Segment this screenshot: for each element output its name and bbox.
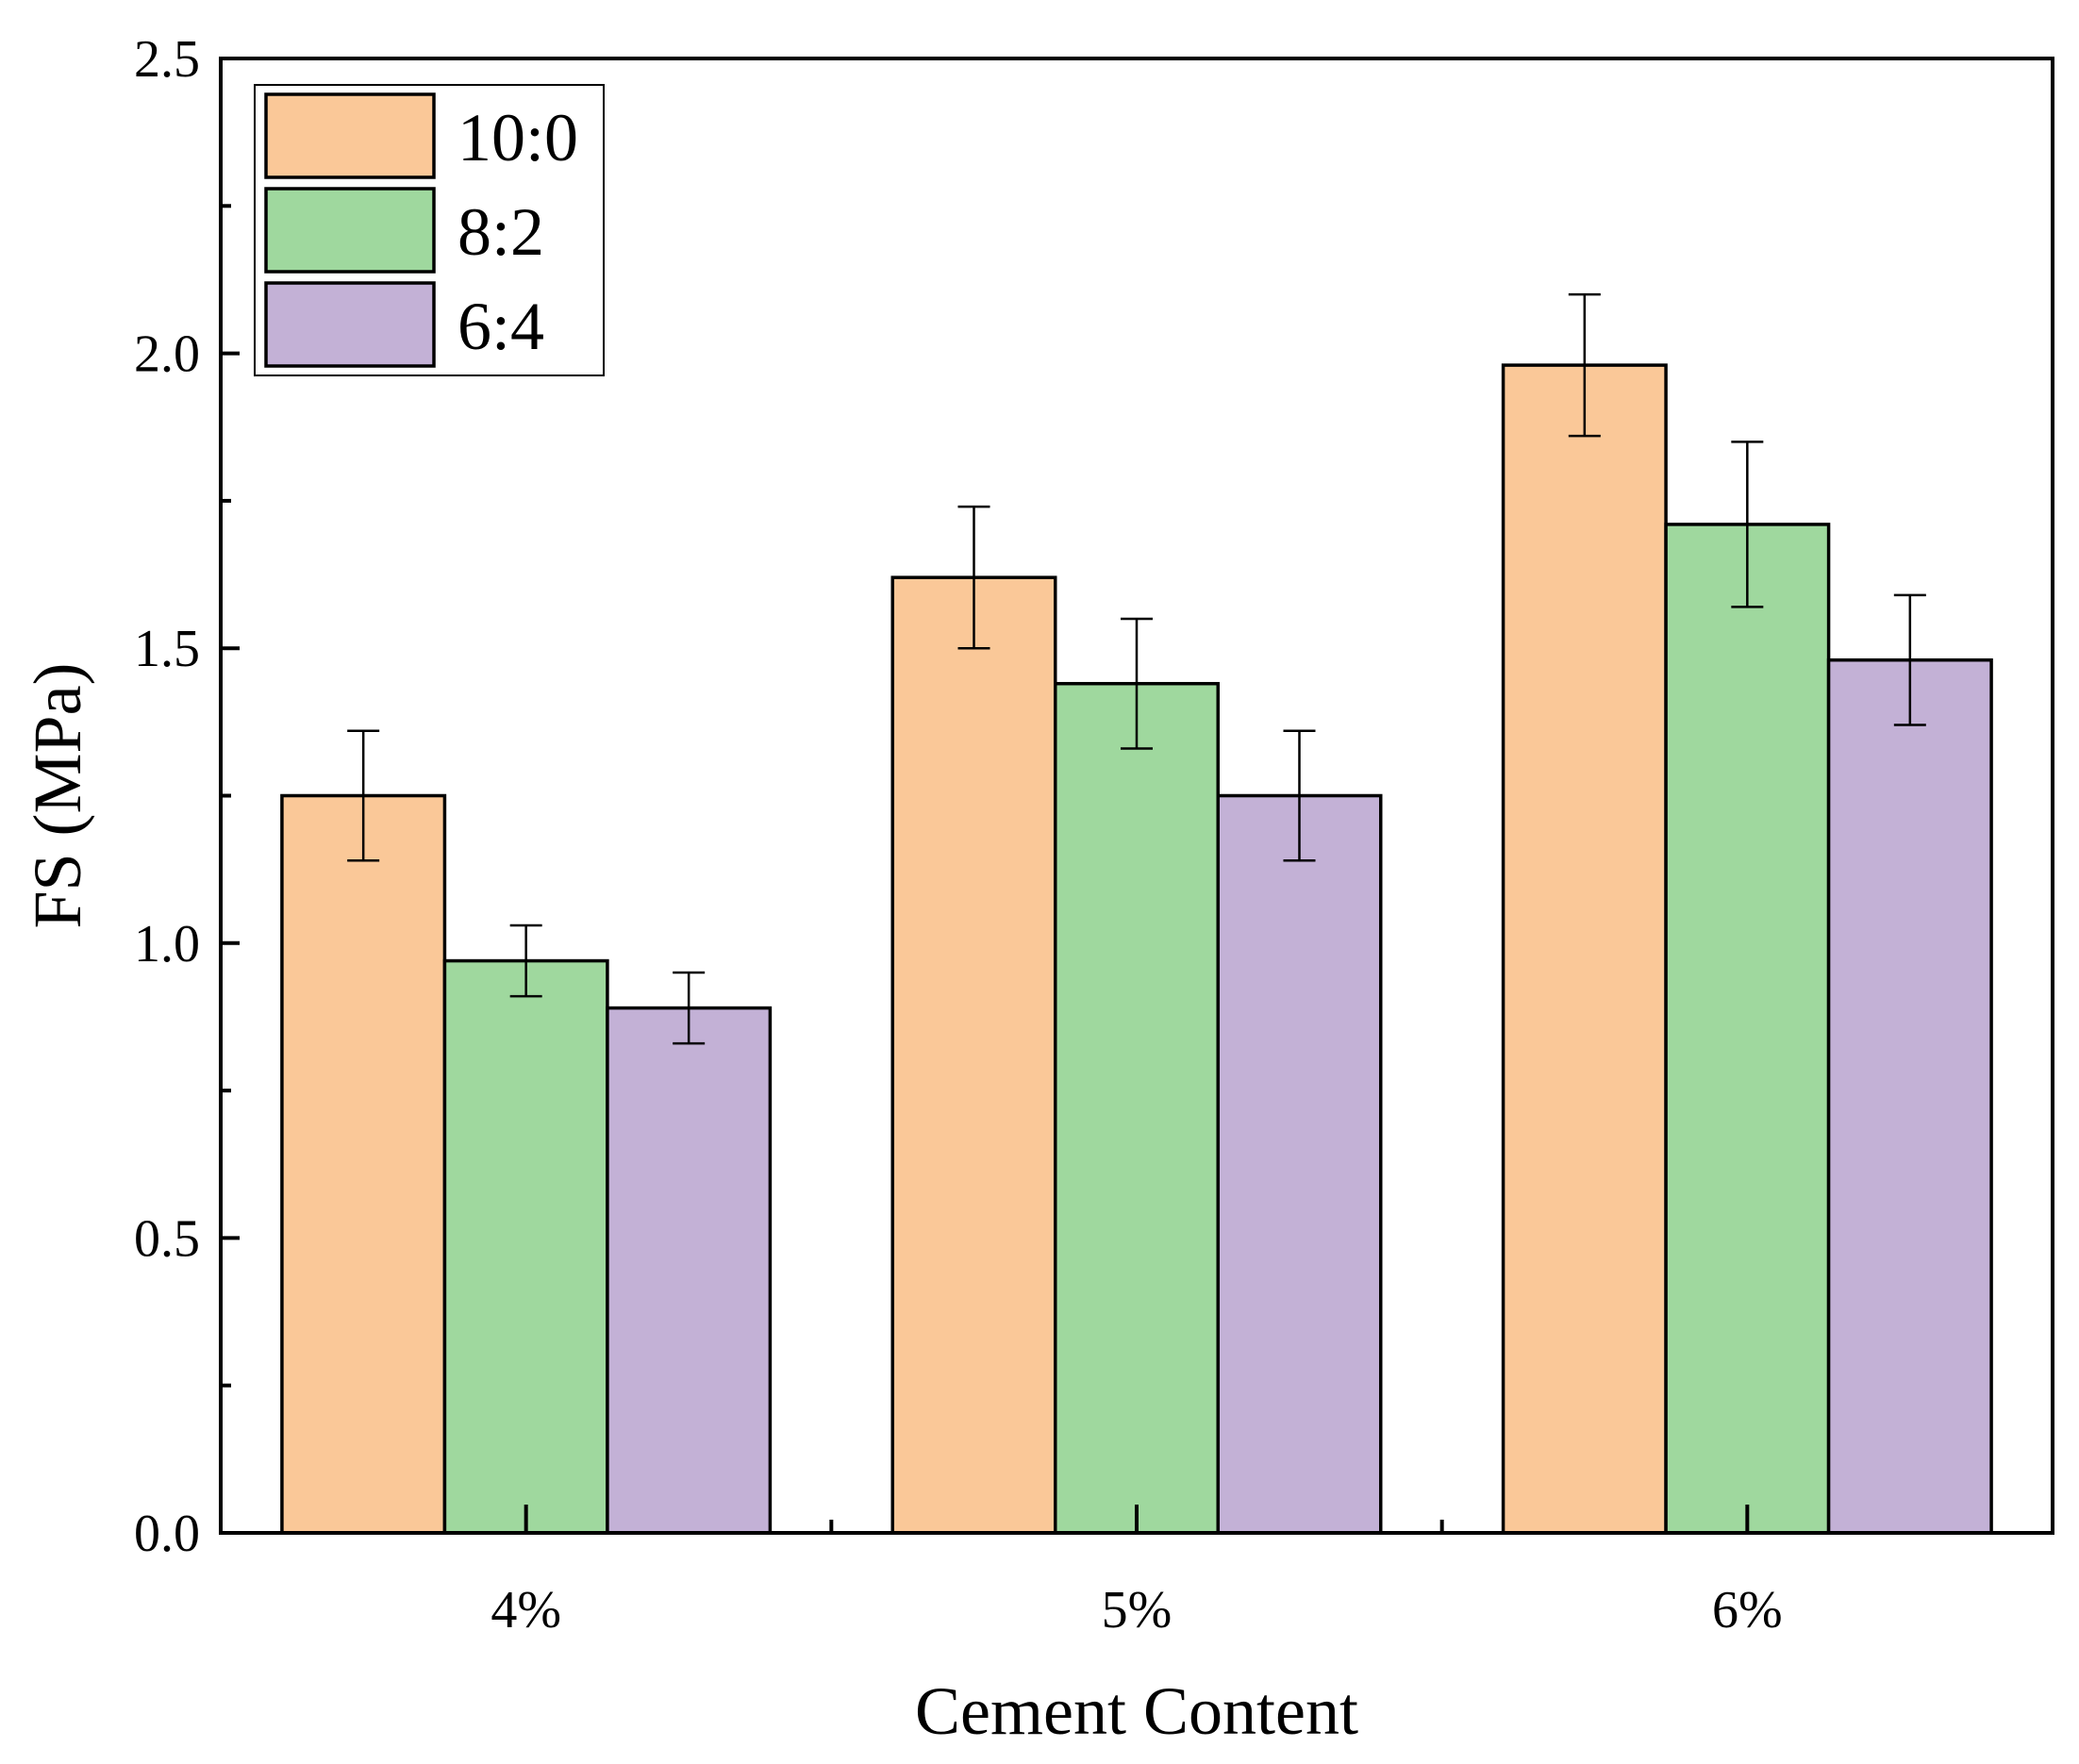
y-axis-title: FS (MPa) [20, 662, 95, 928]
y-axis: 0.0 0.5 1.0 1.5 2.0 2.5 [134, 30, 240, 1563]
x-tick-label: 5% [1102, 1581, 1173, 1639]
bar-8-2-6pct [1664, 523, 1831, 1535]
error-bars-layer [347, 292, 1926, 1045]
x-tick-label: 6% [1712, 1581, 1783, 1639]
y-tick-label: 2.0 [134, 325, 200, 384]
x-axis-title: Cement Content [915, 1673, 1358, 1749]
legend-label: 8:2 [457, 194, 544, 270]
legend: 10:0 8:2 6:4 [254, 84, 605, 376]
bar-8-2-5pct [1054, 681, 1220, 1535]
bar-6-4-4pct [606, 1006, 773, 1535]
y-tick-label: 0.0 [134, 1505, 200, 1563]
legend-label: 6:4 [457, 289, 544, 364]
y-tick-label: 0.5 [134, 1209, 200, 1268]
bar-10-0-4pct [280, 793, 447, 1535]
bar-6-4-5pct [1216, 793, 1383, 1535]
y-tick-label: 2.5 [134, 30, 200, 89]
bar-8-2-4pct [442, 958, 609, 1535]
x-axis: 4% 5% 6% [491, 1505, 1783, 1639]
bar-10-0-5pct [890, 575, 1057, 1535]
legend-swatch [264, 92, 436, 179]
bar-6-4-6pct [1826, 657, 1993, 1535]
x-tick-label: 4% [491, 1581, 561, 1639]
y-tick-label: 1.0 [134, 915, 200, 974]
bar-10-0-6pct [1501, 363, 1668, 1535]
legend-swatch [264, 187, 436, 274]
y-tick-label: 1.5 [134, 620, 200, 678]
legend-label: 10:0 [457, 100, 578, 175]
bars-layer [280, 363, 1993, 1535]
legend-swatch [264, 281, 436, 368]
